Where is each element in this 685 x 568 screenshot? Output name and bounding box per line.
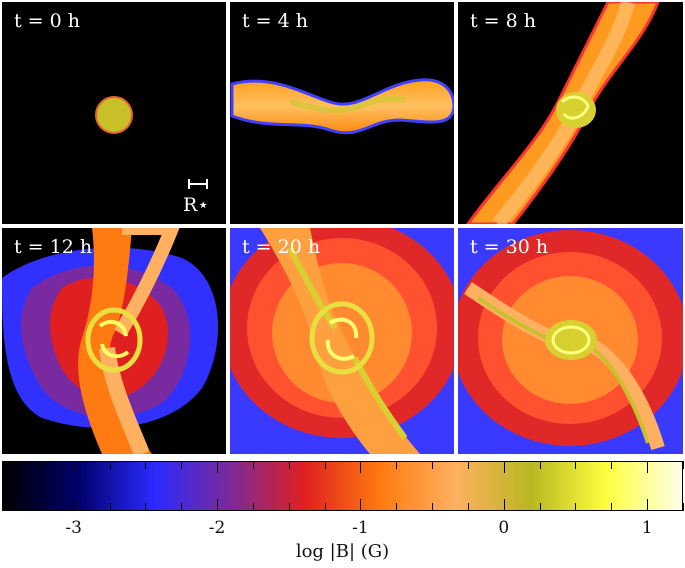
colorbar-major-tick: [503, 461, 505, 473]
colorbar-minor-tick: [2, 503, 3, 511]
time-label: t = 30 h: [470, 236, 549, 258]
colorbar-minor-tick: [145, 503, 147, 511]
colorbar-minor-tick: [575, 503, 577, 511]
colorbar-tick-label: 1: [641, 518, 653, 538]
colorbar-major-tick: [647, 499, 649, 511]
colorbar-major-tick: [217, 461, 219, 473]
colorbar-tick-label: -2: [208, 518, 226, 538]
colorbar-major-tick: [360, 499, 362, 511]
panel-t8: t = 8 h: [458, 2, 683, 224]
colorbar-minor-tick: [396, 461, 398, 469]
panel-t12-image: [2, 228, 226, 454]
colorbar: [2, 461, 683, 511]
panel-t12: t = 12 h: [2, 228, 226, 454]
colorbar-minor-tick: [432, 461, 434, 469]
panel-t8-image: [458, 2, 683, 224]
colorbar-major-tick: [73, 461, 75, 473]
colorbar-tick-label: 0: [498, 518, 510, 538]
colorbar-minor-tick: [683, 461, 684, 469]
colorbar-major-tick: [360, 461, 362, 473]
panel-t4: t = 4 h: [230, 2, 454, 224]
colorbar-label: log |B| (G): [295, 541, 390, 562]
colorbar-minor-tick: [288, 461, 290, 469]
colorbar-major-tick: [73, 499, 75, 511]
colorbar-minor-tick: [109, 461, 111, 469]
colorbar-major-tick: [647, 461, 649, 473]
scale-bar-icon: [188, 179, 208, 189]
panel-t0: t = 0 h R⋆: [2, 2, 226, 224]
time-label: t = 4 h: [242, 10, 308, 32]
colorbar-minor-tick: [252, 461, 254, 469]
colorbar-major-tick: [503, 499, 505, 511]
colorbar-minor-tick: [575, 461, 577, 469]
colorbar-minor-tick: [539, 461, 541, 469]
colorbar-minor-tick: [324, 461, 326, 469]
colorbar-minor-tick: [109, 503, 111, 511]
colorbar-minor-tick: [467, 461, 469, 469]
colorbar-minor-tick: [467, 503, 469, 511]
colorbar-minor-tick: [396, 503, 398, 511]
scale-bar-label: R⋆: [183, 194, 210, 216]
colorbar-minor-tick: [252, 503, 254, 511]
time-label: t = 8 h: [470, 10, 536, 32]
colorbar-minor-tick: [539, 503, 541, 511]
colorbar-minor-tick: [611, 461, 613, 469]
colorbar-minor-tick: [611, 503, 613, 511]
colorbar-minor-tick: [324, 503, 326, 511]
time-label: t = 0 h: [14, 10, 80, 32]
colorbar-tick-label: -3: [65, 518, 82, 538]
time-label: t = 20 h: [242, 236, 321, 258]
panel-t20: t = 20 h: [230, 228, 454, 454]
colorbar-tick-label: -1: [352, 518, 369, 538]
colorbar-minor-tick: [2, 461, 3, 469]
colorbar-minor-tick: [181, 461, 183, 469]
colorbar-minor-tick: [37, 503, 39, 511]
time-label: t = 12 h: [14, 236, 93, 258]
panel-t0-image: [2, 2, 226, 224]
colorbar-minor-tick: [181, 503, 183, 511]
colorbar-minor-tick: [288, 503, 290, 511]
colorbar-minor-tick: [37, 461, 39, 469]
colorbar-minor-tick: [683, 503, 684, 511]
colorbar-major-tick: [217, 499, 219, 511]
panel-t4-image: [230, 2, 454, 224]
panel-t20-image: [230, 228, 454, 454]
panel-t30: t = 30 h: [458, 228, 683, 454]
colorbar-minor-tick: [432, 503, 434, 511]
colorbar-minor-tick: [145, 461, 147, 469]
panel-t30-image: [458, 228, 683, 454]
